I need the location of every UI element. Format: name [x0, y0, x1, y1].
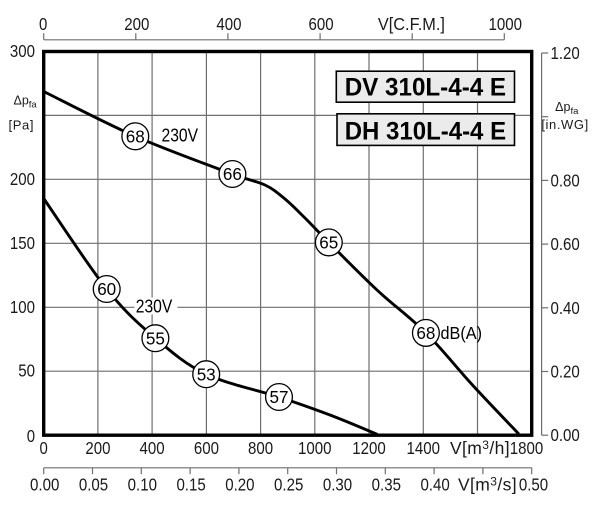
svg-text:0.60: 0.60: [551, 234, 581, 254]
svg-text:66: 66: [223, 164, 242, 184]
svg-text:400: 400: [216, 14, 241, 34]
svg-text:0.35: 0.35: [372, 474, 401, 494]
svg-text:0.15: 0.15: [176, 474, 205, 494]
svg-text:1800: 1800: [510, 438, 544, 458]
svg-text:0.25: 0.25: [274, 474, 303, 494]
svg-text:V[m3/s]: V[m3/s]: [458, 474, 517, 494]
svg-text:0: 0: [39, 14, 48, 34]
svg-text:0.30: 0.30: [323, 474, 353, 494]
svg-text:0.20: 0.20: [225, 474, 255, 494]
svg-text:[Pa]: [Pa]: [9, 117, 35, 132]
svg-text:0.00: 0.00: [30, 474, 60, 494]
svg-text:0.50: 0.50: [519, 474, 549, 494]
svg-text:230V: 230V: [162, 125, 199, 145]
svg-text:1.20: 1.20: [551, 43, 581, 63]
svg-text:V[m3/h]: V[m3/h]: [450, 438, 510, 458]
svg-text:1000: 1000: [489, 14, 523, 34]
svg-text:DV 310L-4-4 E: DV 310L-4-4 E: [345, 73, 506, 101]
svg-text:57: 57: [270, 387, 289, 407]
svg-text:200: 200: [85, 438, 110, 458]
svg-text:600: 600: [309, 14, 334, 34]
svg-text:1200: 1200: [352, 438, 386, 458]
svg-text:60: 60: [97, 279, 116, 299]
svg-text:0.40: 0.40: [420, 474, 450, 494]
svg-text:68: 68: [126, 126, 145, 146]
svg-text:400: 400: [140, 438, 165, 458]
svg-text:0.80: 0.80: [551, 170, 581, 190]
svg-text:100: 100: [10, 297, 35, 317]
svg-text:230V: 230V: [136, 297, 173, 317]
svg-text:0: 0: [27, 426, 36, 446]
svg-text:V[C.F.M.]: V[C.F.M.]: [378, 14, 445, 34]
svg-text:65: 65: [319, 233, 338, 253]
svg-text:300: 300: [10, 41, 35, 61]
svg-text:800: 800: [248, 438, 273, 458]
svg-text:150: 150: [10, 233, 35, 253]
svg-text:200: 200: [10, 169, 35, 189]
svg-text:dB(A): dB(A): [441, 323, 483, 343]
svg-text:0: 0: [40, 438, 49, 458]
svg-text:0.40: 0.40: [551, 298, 581, 318]
svg-text:1000: 1000: [298, 438, 332, 458]
svg-text:0.00: 0.00: [551, 425, 581, 445]
svg-text:[in.WG]: [in.WG]: [541, 117, 589, 132]
svg-text:200: 200: [124, 14, 149, 34]
svg-text:0.10: 0.10: [128, 474, 158, 494]
svg-text:68: 68: [416, 323, 435, 343]
svg-text:0.05: 0.05: [79, 474, 108, 494]
svg-text:53: 53: [197, 364, 216, 384]
svg-text:1400: 1400: [407, 438, 441, 458]
svg-text:0.20: 0.20: [551, 362, 581, 382]
svg-text:DH 310L-4-4 E: DH 310L-4-4 E: [345, 117, 506, 145]
svg-text:55: 55: [146, 328, 165, 348]
svg-text:50: 50: [18, 361, 35, 381]
svg-text:600: 600: [194, 438, 219, 458]
